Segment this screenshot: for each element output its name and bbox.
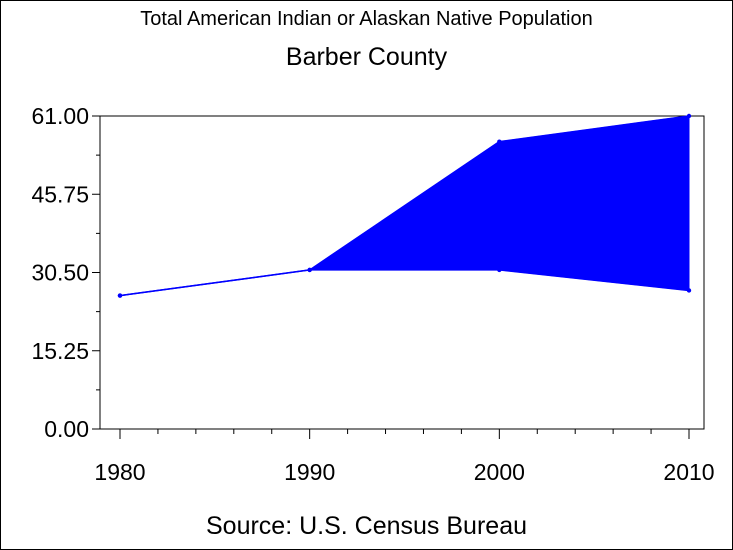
chart-title: Total American Indian or Alaskan Native … [140, 8, 593, 30]
y-tick-label-4: 61.00 [31, 103, 89, 129]
y-tick-label-0: 0.00 [44, 416, 89, 442]
series-line-1 [119, 269, 690, 297]
data-point-0-3 [686, 113, 692, 119]
plot-layer: 0.00 15.25 30.50 45.75 61.00 1980 1990 2000 2010 [31, 103, 714, 485]
data-point-0-2 [497, 139, 502, 144]
x-tick-label-3: 2010 [663, 459, 714, 485]
y-tick-label-2: 30.50 [31, 260, 89, 286]
data-point-1-3 [686, 288, 692, 293]
x-tick-label-1: 1990 [284, 459, 335, 485]
data-point-1-0 [117, 293, 123, 298]
data-point-1-2 [497, 267, 502, 273]
chart-subtitle: Barber County [285, 43, 448, 71]
y-tick-label-1: 15.25 [31, 338, 89, 364]
data-point-1-1 [307, 267, 312, 273]
y-tick-label-3: 45.75 [31, 181, 89, 207]
chart-source: Source: U.S. Census Bureau [206, 512, 527, 540]
x-tick-label-2: 2000 [474, 459, 525, 485]
x-tick-label-0: 1980 [94, 459, 145, 485]
